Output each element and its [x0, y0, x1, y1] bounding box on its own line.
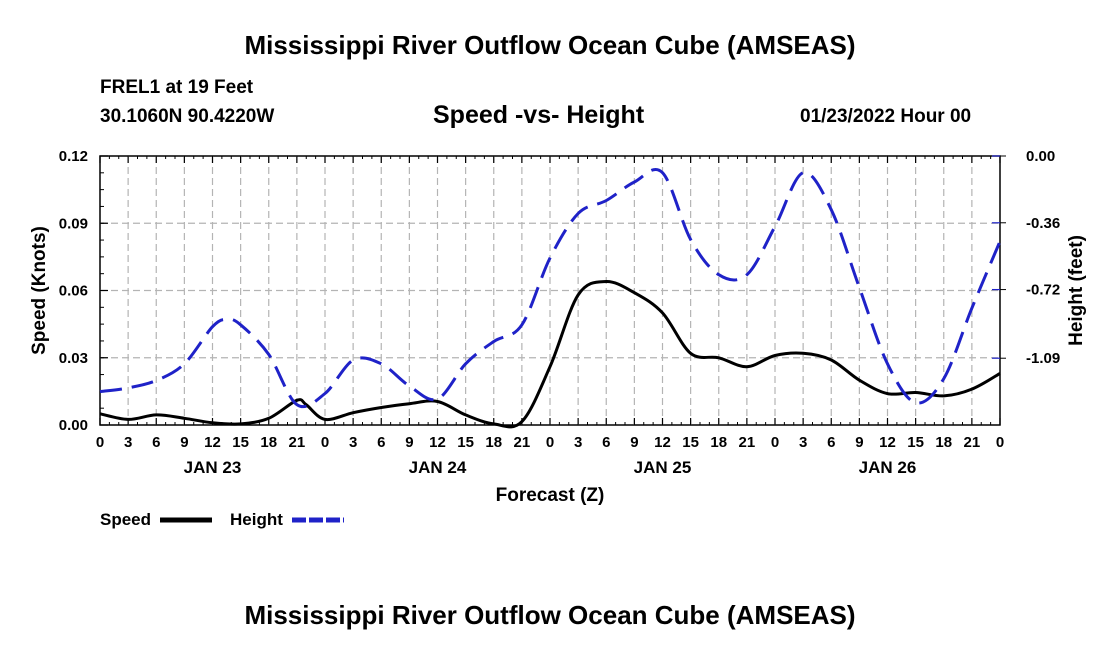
x-tick-label: 15 — [907, 434, 924, 451]
x-tick-label: 15 — [682, 434, 699, 451]
x-tick-label: 0 — [996, 434, 1004, 451]
series-line-speed — [99, 279, 1001, 429]
coordinates-label: 30.1060N 90.4220W — [100, 106, 275, 127]
y-tick-label: 0.00 — [59, 417, 88, 434]
x-tick-label: 21 — [514, 434, 531, 451]
y2-axis-title: Height (feet) — [1066, 235, 1087, 346]
day-label: JAN 25 — [634, 458, 692, 477]
x-tick-label: 6 — [827, 434, 835, 451]
chart-title: Mississippi River Outflow Ocean Cube (AM… — [244, 30, 856, 60]
x-tick-label: 0 — [321, 434, 329, 451]
y-tick-label: 0.09 — [59, 215, 88, 232]
legend-label-speed: Speed — [100, 510, 151, 529]
x-tick-label: 6 — [377, 434, 385, 451]
x-tick-label: 15 — [457, 434, 474, 451]
x-tick-label: 0 — [771, 434, 779, 451]
day-label: JAN 23 — [184, 458, 242, 477]
legend-label-height: Height — [230, 510, 283, 529]
y-tick-label: 0.03 — [59, 350, 88, 367]
y2-tick-label: -1.09 — [1026, 350, 1060, 367]
x-tick-label: 18 — [710, 434, 727, 451]
x-tick-label: 6 — [152, 434, 160, 451]
x-tick-label: 12 — [204, 434, 221, 451]
x-tick-label: 3 — [799, 434, 807, 451]
y-tick-label: 0.06 — [59, 283, 88, 300]
x-tick-label: 12 — [879, 434, 896, 451]
x-tick-label: 3 — [349, 434, 357, 451]
y2-tick-label: 0.00 — [1026, 148, 1055, 165]
datetime-label: 01/23/2022 Hour 00 — [800, 106, 972, 127]
legend-layer: Speed Height — [100, 510, 344, 529]
y-axis-title: Speed (Knots) — [29, 226, 50, 355]
x-tick-label: 12 — [654, 434, 671, 451]
x-tick-label: 0 — [96, 434, 104, 451]
axis-layer: 0 3 6 9 12 15 18 21 0 3 6 9 12 15 18 21 0 3 6 9 12 15 18 21 0 3 6 9… — [29, 148, 1087, 506]
x-tick-label: 9 — [180, 434, 188, 451]
x-tick-label: 15 — [232, 434, 249, 451]
x-tick-label: 21 — [739, 434, 756, 451]
y2-tick-label: -0.72 — [1026, 282, 1060, 299]
day-label: JAN 26 — [859, 458, 917, 477]
x-tick-label: 3 — [574, 434, 582, 451]
x-tick-label: 9 — [630, 434, 638, 451]
footer-title: Mississippi River Outflow Ocean Cube (AM… — [244, 600, 856, 630]
x-tick-label: 0 — [546, 434, 554, 451]
x-tick-label: 3 — [124, 434, 132, 451]
x-tick-label: 21 — [289, 434, 306, 451]
y-tick-label: 0.12 — [59, 148, 88, 165]
series-line-height — [99, 167, 1002, 409]
x-tick-label: 9 — [855, 434, 863, 451]
x-tick-label: 18 — [485, 434, 502, 451]
series-layer — [99, 167, 1002, 429]
station-label: FREL1 at 19 Feet — [100, 77, 254, 98]
chart-subtitle: Speed -vs- Height — [433, 101, 645, 129]
grid-layer — [100, 156, 1000, 425]
x-tick-label: 9 — [405, 434, 413, 451]
x-tick-label: 18 — [935, 434, 952, 451]
x-tick-label: 18 — [260, 434, 277, 451]
day-label: JAN 24 — [409, 458, 467, 477]
x-tick-label: 6 — [602, 434, 610, 451]
y2-tick-label: -0.36 — [1026, 215, 1060, 232]
x-tick-label: 21 — [964, 434, 981, 451]
x-axis-title: Forecast (Z) — [496, 485, 605, 506]
x-tick-label: 12 — [429, 434, 446, 451]
